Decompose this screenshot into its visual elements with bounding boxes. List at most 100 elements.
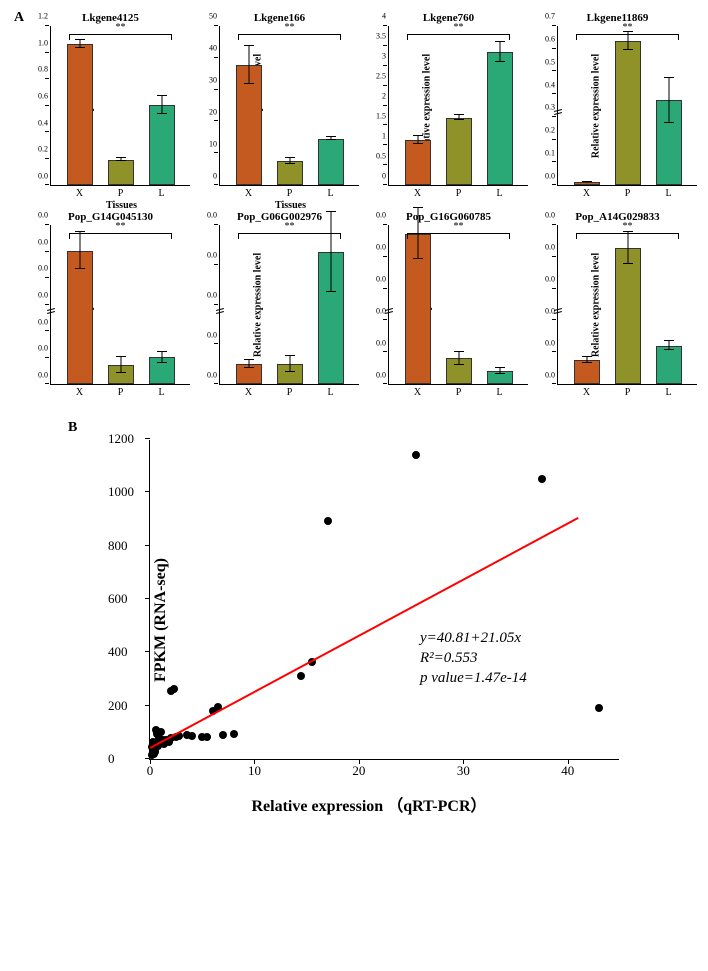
significance-marker: ** bbox=[116, 22, 126, 33]
xtick-label: P bbox=[456, 387, 462, 398]
bar-charts-grid: Lkgene4125 0.00.20.40.60.81.01.2Relative … bbox=[8, 8, 700, 410]
ytick-label: 0.0 bbox=[376, 243, 386, 252]
chart-title: Pop_G06G002976 bbox=[197, 211, 362, 223]
scatter-ytick: 800 bbox=[108, 538, 128, 554]
chart-title: Lkgene760 bbox=[366, 12, 531, 24]
bar: P bbox=[446, 118, 472, 185]
ytick-label: 0.6 bbox=[38, 92, 48, 101]
ytick-label: 0.0 bbox=[38, 264, 48, 273]
plot-area: 0.00.10.20.30.40.50.60.7Relative express… bbox=[557, 26, 697, 186]
significance-marker: ** bbox=[116, 221, 126, 232]
ytick-label: 0.0 bbox=[545, 243, 555, 252]
ytick-label: 0.0 bbox=[207, 211, 217, 220]
ytick-label: 2.5 bbox=[376, 72, 386, 81]
xtick-label: L bbox=[158, 188, 164, 199]
bar: X bbox=[236, 364, 262, 384]
ytick-label: 0.0 bbox=[545, 211, 555, 220]
bar: P bbox=[277, 161, 303, 185]
bar: L bbox=[149, 105, 175, 185]
xtick-label: L bbox=[327, 387, 333, 398]
plot-area: 0.00.00.00.00.00.0Relative expression le… bbox=[388, 225, 528, 385]
scatter-xtick: 20 bbox=[352, 763, 365, 779]
ytick-label: 20 bbox=[209, 108, 217, 117]
scatter-xtick: 30 bbox=[457, 763, 470, 779]
ytick-label: 0.0 bbox=[38, 172, 48, 181]
ytick-label: 0.6 bbox=[545, 34, 555, 43]
chart-title: Pop_G16G060785 bbox=[366, 211, 531, 223]
scatter-ytick: 400 bbox=[108, 644, 128, 660]
ytick-label: 0.0 bbox=[545, 339, 555, 348]
scatter-point bbox=[170, 685, 178, 693]
xtick-label: P bbox=[287, 387, 293, 398]
xtick-label: P bbox=[118, 188, 124, 199]
ytick-label: 4 bbox=[382, 12, 386, 21]
bar: L bbox=[318, 252, 344, 384]
ytick-label: 0.0 bbox=[207, 251, 217, 260]
ytick-label: 0.0 bbox=[376, 371, 386, 380]
scatter-point bbox=[595, 704, 603, 712]
ytick-label: 0.7 bbox=[545, 12, 555, 21]
ytick-label: 0.0 bbox=[38, 211, 48, 220]
xtick-label: X bbox=[583, 387, 590, 398]
scatter-point bbox=[324, 517, 332, 525]
xtick-label: X bbox=[414, 188, 421, 199]
bar: P bbox=[446, 358, 472, 384]
ytick-label: 0.0 bbox=[207, 371, 217, 380]
scatter-point bbox=[412, 451, 420, 459]
ytick-label: 0.0 bbox=[207, 331, 217, 340]
xtick-label: L bbox=[496, 188, 502, 199]
pvalue-text: p value=1.47e-14 bbox=[420, 670, 527, 687]
scatter-point bbox=[152, 726, 160, 734]
ytick-label: 0.0 bbox=[376, 339, 386, 348]
xtick-label: L bbox=[665, 387, 671, 398]
bar-chart: Pop_G06G0029760.00.00.00.00.0Relative ex… bbox=[197, 211, 362, 406]
ytick-label: 30 bbox=[209, 76, 217, 85]
scatter-point bbox=[538, 475, 546, 483]
chart-title: Lkgene11869 bbox=[535, 12, 700, 24]
plot-area: 0.00.20.40.60.81.01.2Relative expression… bbox=[50, 26, 190, 186]
bar: X bbox=[405, 234, 431, 384]
ytick-label: 0.1 bbox=[545, 149, 555, 158]
xtick-label: L bbox=[665, 188, 671, 199]
bar: L bbox=[487, 371, 513, 384]
scatter-ytick: 0 bbox=[108, 751, 115, 767]
bar: X bbox=[67, 251, 93, 384]
bar: P bbox=[615, 41, 641, 185]
xtick-label: X bbox=[245, 188, 252, 199]
chart-title: Pop_A14G029833 bbox=[535, 211, 700, 223]
significance-marker: ** bbox=[623, 22, 633, 33]
bar: L bbox=[656, 346, 682, 384]
scatter-ytick: 1200 bbox=[108, 431, 134, 447]
ytick-label: 0.0 bbox=[545, 371, 555, 380]
scatter-ytick: 1000 bbox=[108, 484, 134, 500]
bar-chart: Pop_G14G0451300.00.00.00.00.00.00.0Relat… bbox=[28, 211, 193, 406]
panel-a: A Lkgene41250.00.20.40.60.81.01.2Relativ… bbox=[8, 8, 700, 410]
ytick-label: 1 bbox=[382, 132, 386, 141]
chart-xlabel: Tissues bbox=[219, 200, 362, 211]
bar-chart: Pop_G16G060785 0.00.00.00.00.00.0Relative… bbox=[366, 211, 531, 406]
ytick-label: 40 bbox=[209, 44, 217, 53]
ytick-label: 0.5 bbox=[545, 57, 555, 66]
bar: L bbox=[656, 100, 682, 185]
chart-title: Lkgene4125 bbox=[28, 12, 193, 24]
xtick-label: X bbox=[414, 387, 421, 398]
scatter-ytick: 600 bbox=[108, 591, 128, 607]
ytick-label: 0.2 bbox=[38, 145, 48, 154]
chart-title: Pop_G14G045130 bbox=[28, 211, 193, 223]
xtick-label: X bbox=[245, 387, 252, 398]
bar: L bbox=[487, 52, 513, 185]
ytick-label: 1.0 bbox=[38, 38, 48, 47]
r2-text: R²=0.553 bbox=[420, 650, 478, 667]
bar: P bbox=[108, 365, 134, 384]
ytick-label: 0.4 bbox=[38, 118, 48, 127]
scatter-xlabel: Relative expression （qRT-PCR） bbox=[252, 792, 487, 816]
equation-text: y=40.81+21.05x bbox=[420, 630, 521, 647]
bar-chart: Lkgene4125 0.00.20.40.60.81.01.2Relative … bbox=[28, 12, 193, 207]
xtick-label: X bbox=[76, 188, 83, 199]
chart-title: Lkgene166 bbox=[197, 12, 362, 24]
bar: X bbox=[574, 182, 600, 185]
bar-chart: Lkgene16601020304050Relative expression … bbox=[197, 12, 362, 207]
ytick-label: 0.0 bbox=[545, 275, 555, 284]
plot-area: 0.00.00.00.00.00.0Relative expression le… bbox=[557, 225, 697, 385]
bar: X bbox=[67, 44, 93, 185]
